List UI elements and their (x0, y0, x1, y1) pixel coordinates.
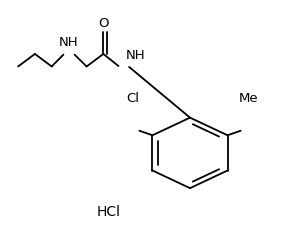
Text: NH: NH (126, 49, 145, 62)
Text: NH: NH (59, 36, 78, 49)
Text: Cl: Cl (127, 92, 140, 105)
Text: Me: Me (239, 92, 258, 105)
Text: HCl: HCl (97, 205, 121, 219)
Text: O: O (98, 17, 109, 30)
